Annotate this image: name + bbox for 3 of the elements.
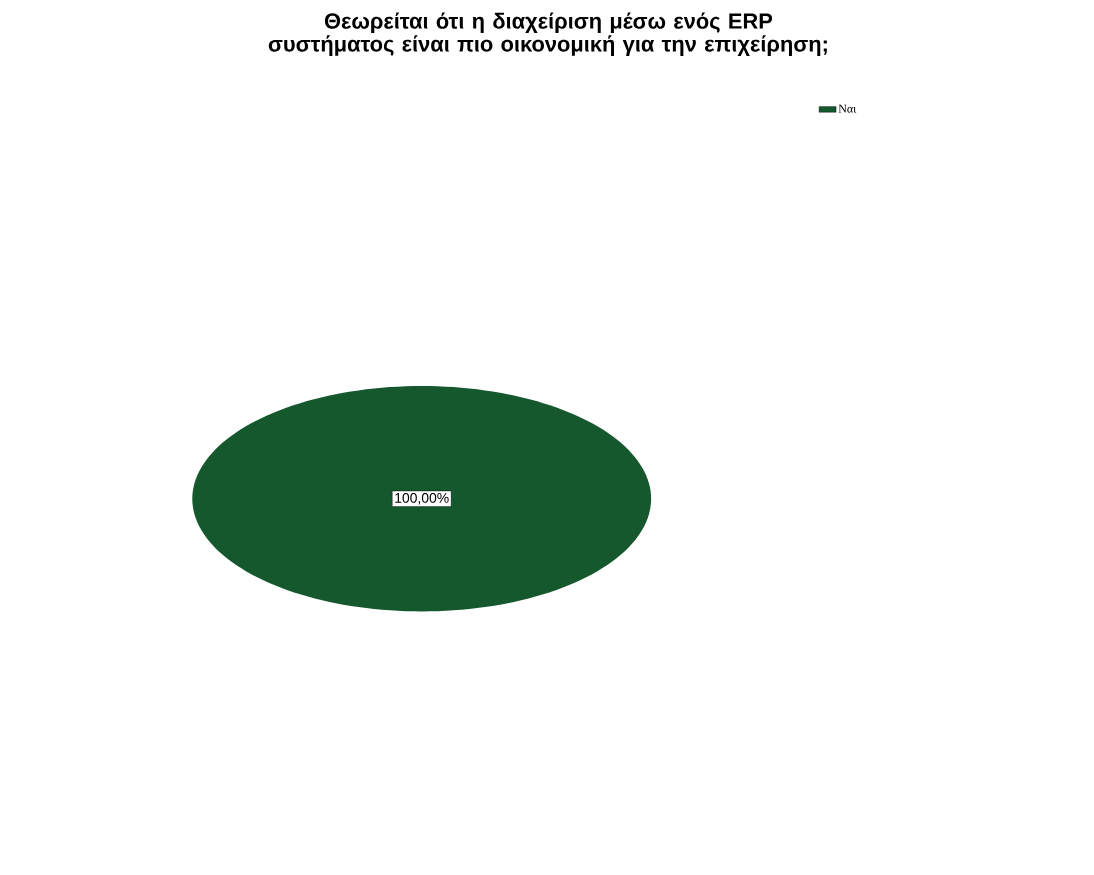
legend-label: Ναι bbox=[838, 104, 857, 113]
chart-title: Θεωρείται ότι η διαχείριση μέσω ενός ERP συστήματος είναι πιο οικονομική για την επιχείρηση; bbox=[268, 12, 827, 57]
data-label: 100,00% bbox=[395, 493, 449, 505]
